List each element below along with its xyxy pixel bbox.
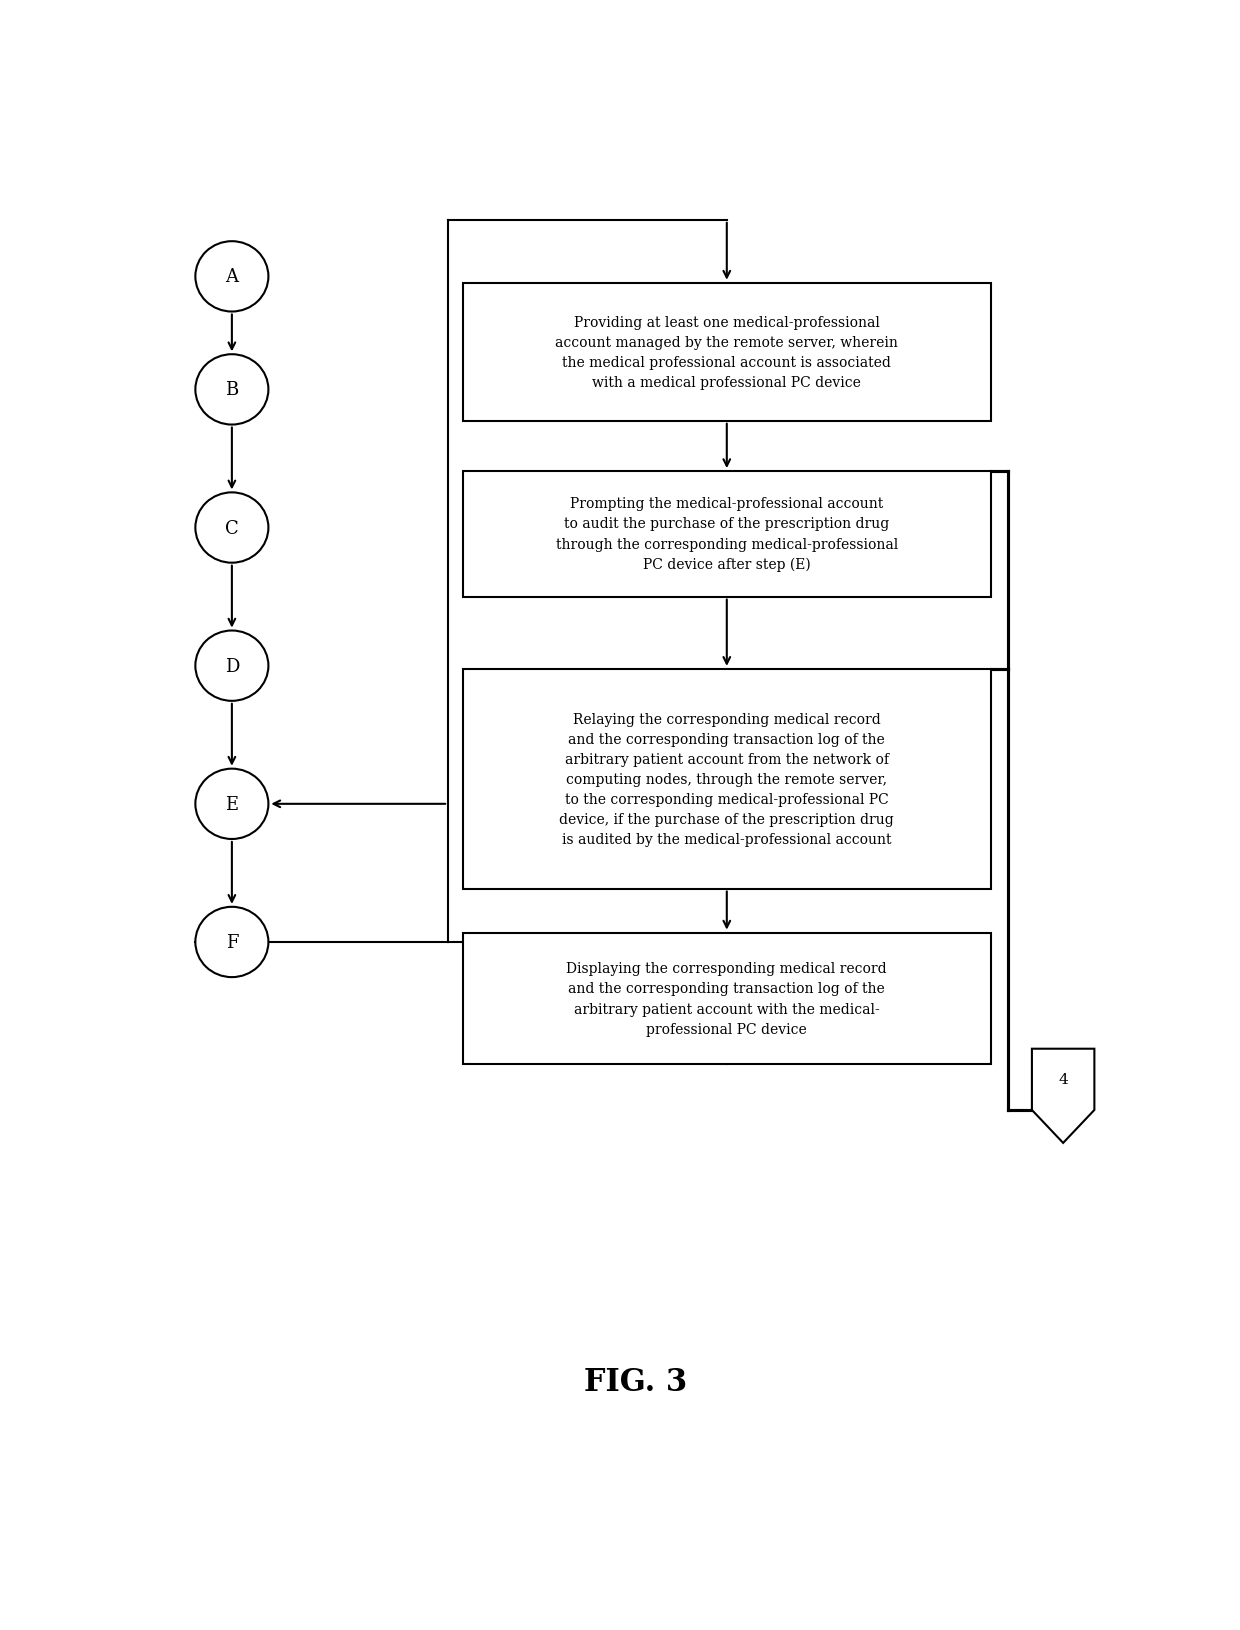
Ellipse shape — [196, 355, 268, 425]
Text: Providing at least one medical-professional
account managed by the remote server: Providing at least one medical-professio… — [556, 316, 898, 390]
FancyBboxPatch shape — [463, 471, 991, 597]
Text: Prompting the medical-professional account
to audit the purchase of the prescrip: Prompting the medical-professional accou… — [556, 497, 898, 572]
Ellipse shape — [196, 492, 268, 564]
Text: A: A — [226, 269, 238, 287]
Ellipse shape — [196, 241, 268, 313]
FancyBboxPatch shape — [463, 284, 991, 422]
Text: FIG. 3: FIG. 3 — [584, 1366, 687, 1397]
Text: F: F — [226, 934, 238, 952]
Text: Displaying the corresponding medical record
and the corresponding transaction lo: Displaying the corresponding medical rec… — [567, 962, 887, 1037]
Text: E: E — [226, 795, 238, 813]
Ellipse shape — [196, 908, 268, 978]
Polygon shape — [1032, 1050, 1095, 1143]
Text: B: B — [226, 381, 238, 399]
Text: C: C — [224, 520, 239, 538]
Text: Relaying the corresponding medical record
and the corresponding transaction log : Relaying the corresponding medical recor… — [559, 712, 894, 846]
FancyBboxPatch shape — [463, 670, 991, 888]
Text: 4: 4 — [1058, 1073, 1068, 1086]
Ellipse shape — [196, 631, 268, 701]
Ellipse shape — [196, 769, 268, 839]
Text: D: D — [224, 657, 239, 675]
FancyBboxPatch shape — [463, 932, 991, 1064]
